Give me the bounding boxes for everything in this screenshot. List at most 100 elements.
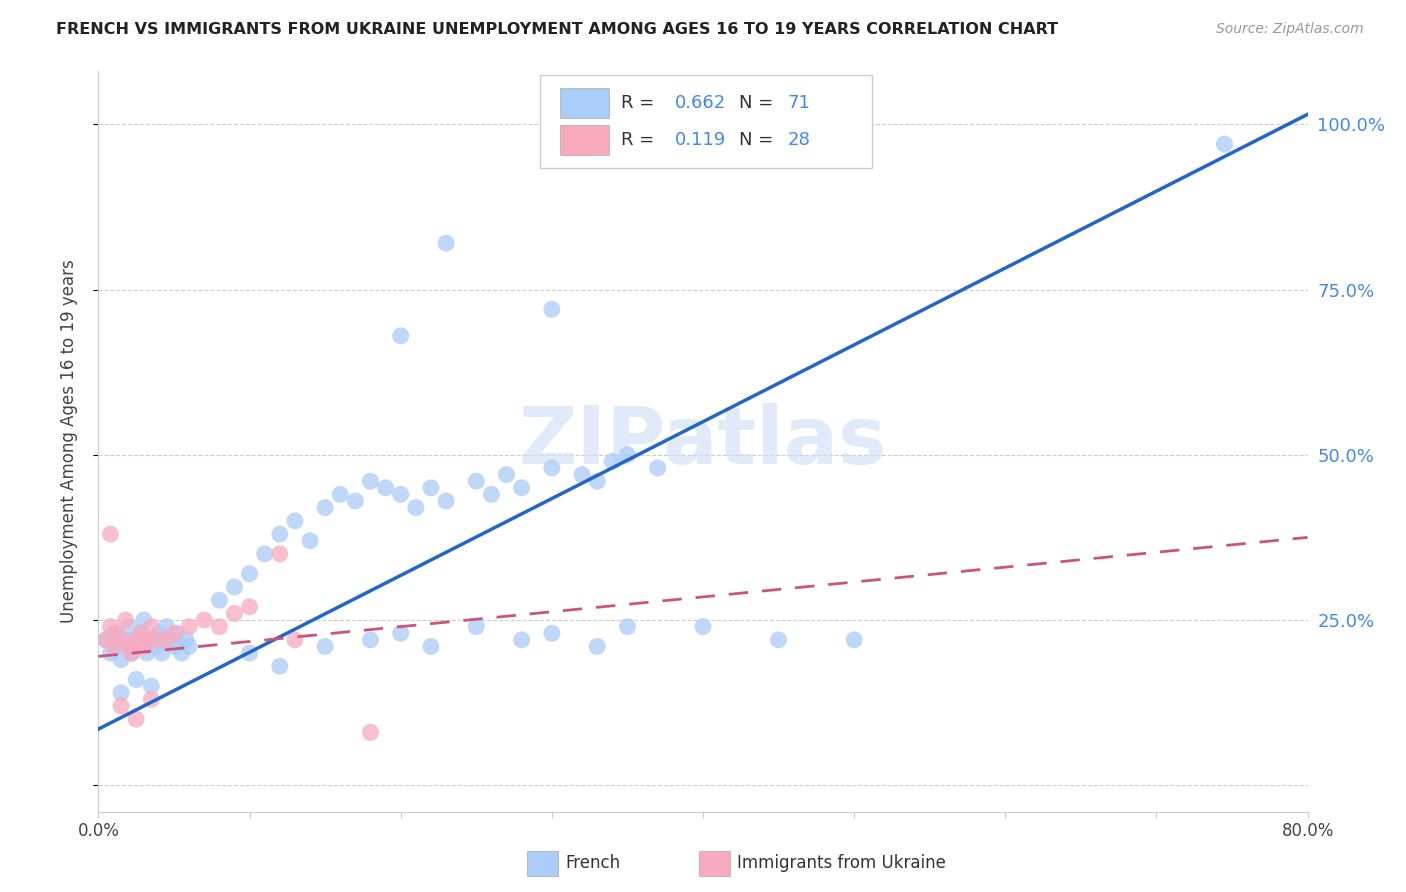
Point <box>148 626 170 640</box>
Point <box>141 692 163 706</box>
Point <box>132 613 155 627</box>
Point <box>284 632 307 647</box>
Text: 0.119: 0.119 <box>675 131 727 149</box>
Point <box>125 673 148 687</box>
Point <box>193 613 215 627</box>
Point <box>434 494 457 508</box>
Point <box>269 547 291 561</box>
Point <box>110 686 132 700</box>
Point <box>389 487 412 501</box>
Text: Source: ZipAtlas.com: Source: ZipAtlas.com <box>1216 22 1364 37</box>
Point <box>94 632 117 647</box>
Point <box>135 646 157 660</box>
Point <box>179 640 201 654</box>
Text: French: French <box>565 855 620 872</box>
Point <box>647 461 669 475</box>
Point <box>481 487 503 501</box>
Point <box>540 302 562 317</box>
Point <box>586 640 609 654</box>
Point <box>465 474 488 488</box>
FancyBboxPatch shape <box>561 88 609 118</box>
Text: N =: N = <box>740 95 779 112</box>
Point <box>510 481 533 495</box>
Point <box>110 632 132 647</box>
Point <box>239 566 262 581</box>
Point <box>571 467 593 482</box>
Point <box>253 547 276 561</box>
Point <box>420 481 443 495</box>
Point <box>299 533 322 548</box>
Point <box>510 632 533 647</box>
Point <box>269 527 291 541</box>
Point <box>103 640 125 654</box>
Point <box>129 626 152 640</box>
Point <box>114 632 136 647</box>
Point <box>174 632 197 647</box>
Point <box>141 620 163 634</box>
Point <box>314 640 336 654</box>
Point <box>155 620 177 634</box>
Point <box>224 580 246 594</box>
Text: R =: R = <box>621 95 659 112</box>
Text: R =: R = <box>621 131 665 149</box>
Point <box>420 640 443 654</box>
Point <box>145 632 167 647</box>
Point <box>163 626 186 640</box>
Point <box>374 481 396 495</box>
Point <box>145 640 167 654</box>
Point <box>118 620 141 634</box>
Point <box>465 620 488 634</box>
Point <box>94 632 117 647</box>
Point <box>121 646 143 660</box>
Point <box>586 474 609 488</box>
FancyBboxPatch shape <box>561 126 609 155</box>
FancyBboxPatch shape <box>540 75 872 168</box>
Point <box>105 626 128 640</box>
Y-axis label: Unemployment Among Ages 16 to 19 years: Unemployment Among Ages 16 to 19 years <box>59 260 77 624</box>
Point <box>616 448 638 462</box>
Point <box>125 712 148 726</box>
Point <box>114 613 136 627</box>
Point <box>389 626 412 640</box>
Point <box>105 640 128 654</box>
Point <box>141 632 163 647</box>
Point <box>389 328 412 343</box>
Point <box>141 679 163 693</box>
Point <box>121 646 143 660</box>
Point <box>768 632 790 647</box>
Point <box>100 620 122 634</box>
Point <box>540 626 562 640</box>
Point <box>125 640 148 654</box>
Point <box>495 467 517 482</box>
Point <box>360 632 382 647</box>
Point <box>314 500 336 515</box>
Point <box>239 646 262 660</box>
Point <box>163 640 186 654</box>
Text: 28: 28 <box>787 131 810 149</box>
Point <box>150 646 173 660</box>
Point <box>616 620 638 634</box>
Text: FRENCH VS IMMIGRANTS FROM UKRAINE UNEMPLOYMENT AMONG AGES 16 TO 19 YEARS CORRELA: FRENCH VS IMMIGRANTS FROM UKRAINE UNEMPL… <box>56 22 1059 37</box>
Text: N =: N = <box>740 131 779 149</box>
Point <box>224 607 246 621</box>
Text: 71: 71 <box>787 95 810 112</box>
Point <box>239 599 262 614</box>
Text: ZIPatlas: ZIPatlas <box>519 402 887 481</box>
Point <box>360 725 382 739</box>
Point <box>103 626 125 640</box>
Point <box>125 632 148 647</box>
Point <box>166 626 188 640</box>
Text: Immigrants from Ukraine: Immigrants from Ukraine <box>737 855 946 872</box>
Text: 0.662: 0.662 <box>675 95 727 112</box>
Point <box>110 698 132 713</box>
Point <box>110 653 132 667</box>
Point <box>118 640 141 654</box>
Point <box>602 454 624 468</box>
Point <box>360 474 382 488</box>
Point <box>540 461 562 475</box>
Point <box>692 620 714 634</box>
Point <box>1213 137 1236 152</box>
Point <box>129 626 152 640</box>
Point <box>135 632 157 647</box>
Point <box>179 620 201 634</box>
